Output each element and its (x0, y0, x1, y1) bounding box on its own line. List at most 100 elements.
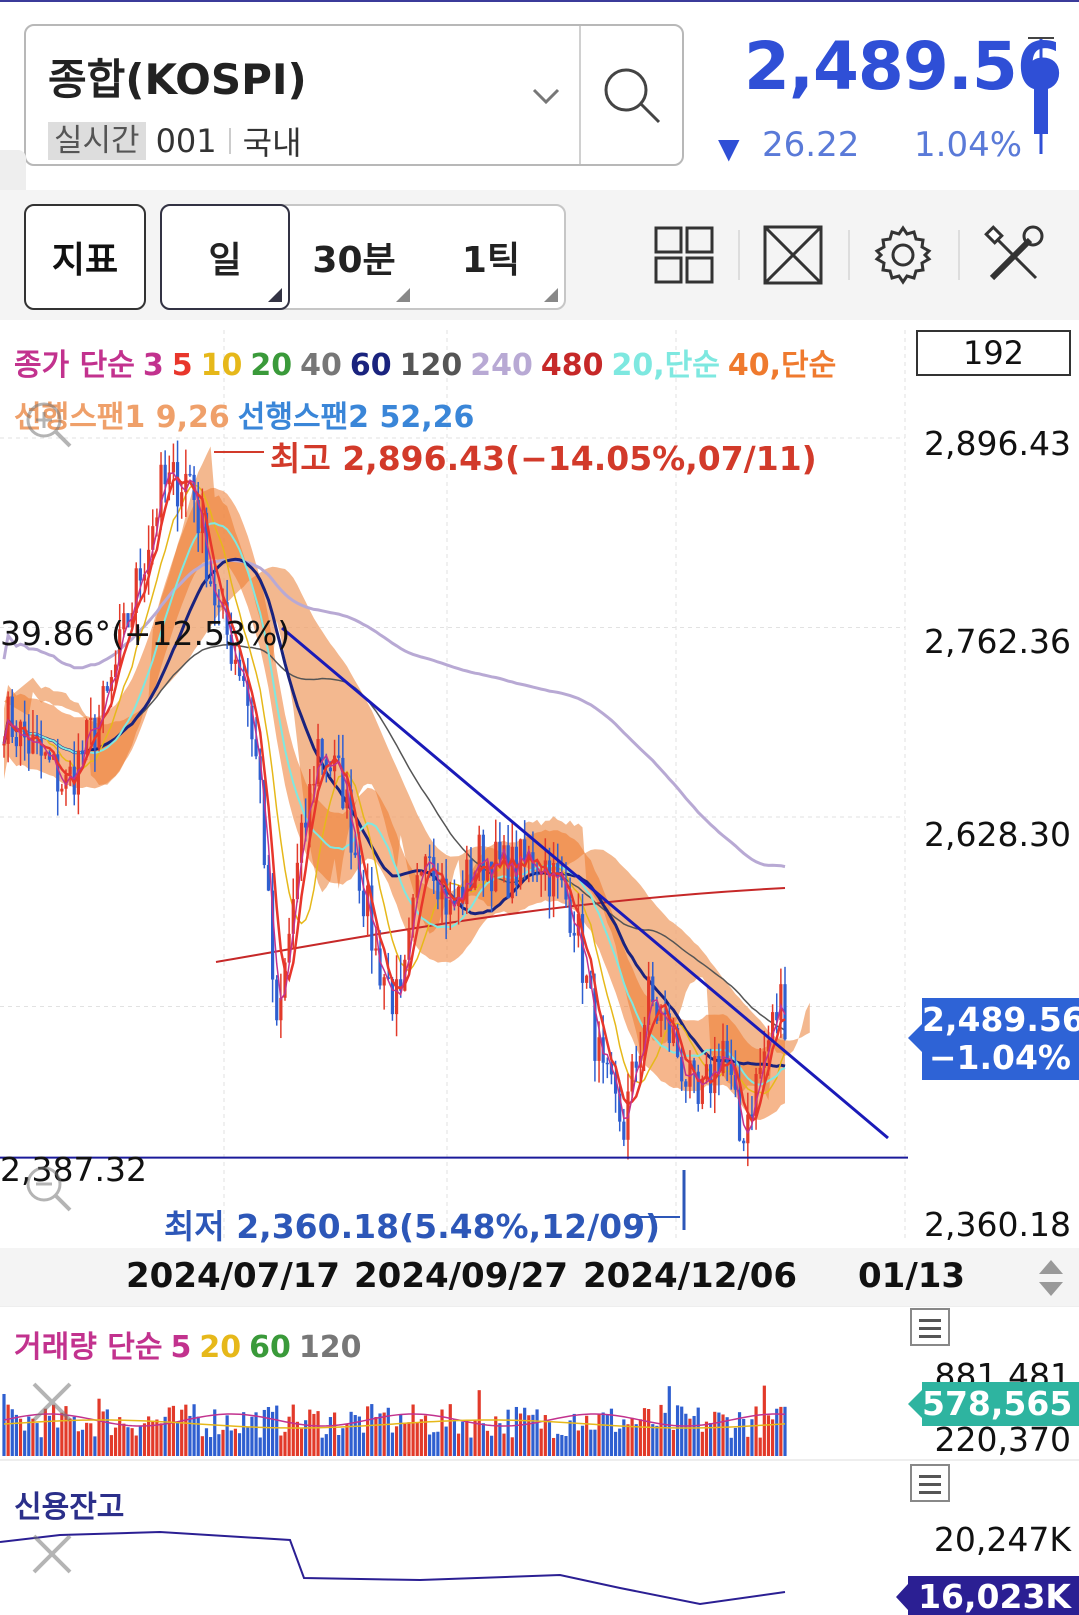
candle-body (279, 997, 283, 1021)
x-axis[interactable]: 2024/07/17 2024/09/27 2024/12/06 01/13 (0, 1248, 1079, 1306)
legend-item[interactable]: 240 (470, 348, 533, 383)
volume-bar (452, 1419, 457, 1456)
period-1tick[interactable]: 1틱 (418, 206, 564, 308)
legend-item[interactable]: 3 (142, 348, 164, 383)
zoom-out-icon[interactable] (22, 1162, 76, 1216)
volume-bar (572, 1413, 576, 1456)
search-button[interactable] (579, 26, 684, 164)
volume-bar (221, 1429, 225, 1456)
candle-body (27, 737, 31, 754)
volume-menu-icon[interactable] (910, 1308, 950, 1346)
volume-bar (704, 1421, 709, 1456)
symbol-search-box[interactable]: 종합(KOSPI) 실시간 001 국내 (24, 24, 684, 166)
period-selector: 일 30분 1틱 (160, 204, 566, 310)
volume-bar (419, 1419, 423, 1456)
period-day[interactable]: 일 (160, 204, 290, 310)
volume-bar (167, 1407, 171, 1456)
scroll-updown-icon[interactable] (1036, 1258, 1066, 1298)
volume-legend-item[interactable]: 60 (249, 1330, 291, 1365)
volume-bar (630, 1417, 634, 1456)
volume-bar (469, 1437, 473, 1456)
legend-item[interactable]: 120 (399, 348, 463, 383)
legend-item[interactable]: 480 (540, 348, 604, 383)
visible-bar-count[interactable]: 192 (916, 330, 1071, 376)
candle-body (609, 1063, 614, 1075)
gear-icon[interactable] (872, 224, 934, 286)
candle-body (266, 865, 271, 891)
volume-bar (184, 1404, 188, 1456)
volume-bar (250, 1416, 254, 1456)
chevron-down-icon[interactable] (531, 84, 561, 108)
candle-body (80, 750, 85, 755)
candle-body (270, 890, 275, 980)
zoom-in-icon[interactable] (22, 398, 76, 452)
volume-legend-item[interactable]: 120 (298, 1330, 362, 1365)
ma-5-line (2, 476, 786, 1123)
volume-legend-item[interactable]: 20 (199, 1330, 242, 1365)
candle-body (547, 860, 552, 897)
legend-item[interactable]: 종가 단순 (14, 348, 135, 383)
symbol-name[interactable]: 종합(KOSPI) (48, 55, 307, 104)
volume-legend-item[interactable]: 5 (170, 1330, 192, 1365)
volume-bar (200, 1436, 204, 1456)
period-30min[interactable]: 30분 (292, 206, 416, 308)
candle-body (485, 861, 490, 881)
x-tick-label: 01/13 (858, 1256, 966, 1296)
credit-menu-icon[interactable] (910, 1464, 950, 1502)
candle-icon (1028, 37, 1054, 154)
candle-body (585, 975, 589, 983)
volume-bar (279, 1435, 283, 1456)
volume-bar (514, 1406, 519, 1456)
candle-body (126, 613, 130, 628)
candle-body (43, 752, 47, 756)
legend-item[interactable]: 20,단순 (611, 348, 720, 383)
volume-bar (684, 1413, 688, 1456)
candle-body (630, 1061, 634, 1092)
close-icon[interactable] (28, 1530, 76, 1578)
candle-body (667, 1013, 671, 1044)
volume-bar (696, 1407, 700, 1456)
credit-tick-label: 20,247K (933, 1520, 1071, 1559)
candle-body (287, 933, 291, 963)
legend-item[interactable]: 60 (349, 348, 392, 383)
volume-bar (589, 1429, 593, 1456)
symbol-code: 001 (155, 122, 217, 160)
candle-body (134, 568, 138, 613)
legend-item[interactable]: 10 (200, 348, 243, 383)
volume-bar (349, 1411, 353, 1456)
candle-body (436, 880, 440, 900)
volume-bar (295, 1421, 299, 1456)
volume-legend-item[interactable]: 거래량 단순 (14, 1330, 163, 1365)
candle-body (510, 846, 514, 899)
volume-bar (163, 1416, 167, 1456)
legend-item[interactable]: 5 (171, 348, 193, 383)
price-chart[interactable] (0, 320, 1079, 1615)
legend-item[interactable]: 40,단순 (727, 348, 837, 383)
tools-icon[interactable] (984, 224, 1046, 286)
expand-icon[interactable] (762, 224, 824, 286)
volume-bar (2, 1393, 6, 1456)
grid-icon[interactable] (654, 224, 716, 286)
volume-bar (39, 1437, 43, 1456)
legend-item[interactable]: 20 (250, 348, 293, 383)
candle-body (419, 872, 423, 876)
candle-body (258, 756, 262, 780)
volume-bar (663, 1412, 667, 1456)
legend-item[interactable]: 40 (300, 348, 342, 383)
candle-body (651, 976, 655, 1003)
volume-bar (432, 1432, 436, 1456)
volume-bar (415, 1422, 419, 1456)
legend-item[interactable]: 선행스팬2 52,26 (237, 400, 475, 435)
period-label: 일 (208, 240, 242, 281)
divider (848, 230, 850, 280)
volume-tick-label: 220,370 (934, 1420, 1071, 1459)
close-icon[interactable] (28, 1378, 76, 1426)
indicator-button[interactable]: 지표 (24, 204, 146, 310)
candle-body (704, 1064, 709, 1079)
volume-bar (76, 1431, 80, 1456)
current-price-label: 2,489.56 (922, 1000, 1079, 1039)
candle-body (605, 1062, 609, 1065)
candle-body (576, 914, 580, 936)
ichimoku-legend: 선행스팬1 9,26 선행스팬2 52,26 (14, 392, 482, 436)
candle-body (556, 862, 560, 874)
